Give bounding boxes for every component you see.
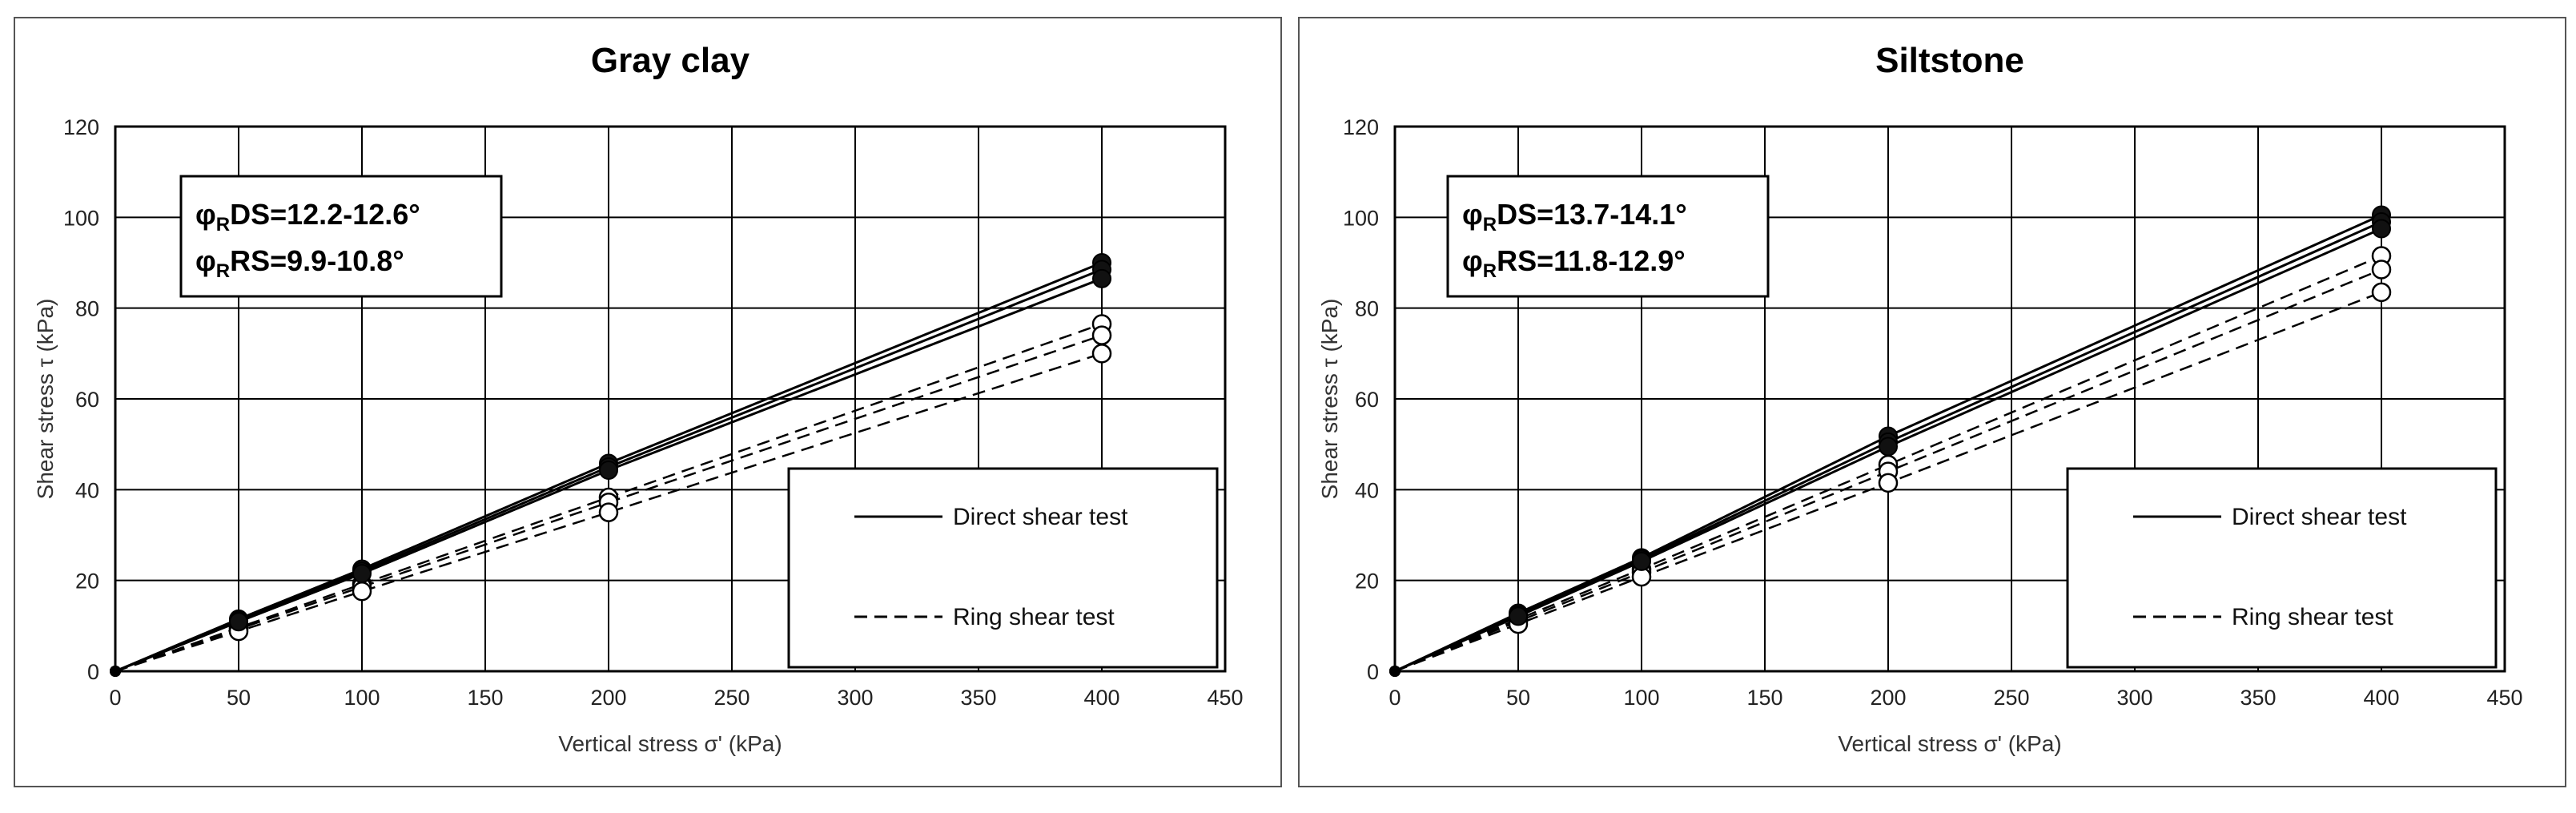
x-axis-label: Vertical stress σ' (kPa) (1838, 731, 2061, 756)
y-tick-label: 20 (75, 570, 99, 594)
x-tick-label: 400 (2363, 686, 2399, 710)
annotation-line1: φRDS=13.7-14.1° (1462, 198, 1687, 235)
x-tick-label: 50 (1506, 686, 1530, 710)
data-point (1509, 606, 1528, 626)
data-point (1091, 325, 1112, 345)
y-tick-label: 0 (1367, 660, 1379, 684)
x-tick-label: 250 (1993, 686, 2029, 710)
y-tick-label: 120 (63, 115, 99, 139)
phi-subscript: R (1483, 260, 1497, 282)
x-tick-label: 300 (837, 686, 873, 710)
x-tick-label: 450 (1207, 686, 1243, 710)
x-tick-label: 150 (467, 686, 503, 710)
chart-title: Gray clay (591, 41, 750, 80)
annotation-box (179, 175, 503, 298)
y-tick-label: 80 (1355, 297, 1379, 321)
x-tick-label: 100 (1623, 686, 1659, 710)
annotation-line2: φRRS=11.8-12.9° (1462, 244, 1686, 282)
data-point (598, 502, 619, 522)
annotation-box (1446, 175, 1770, 298)
data-point (1091, 344, 1112, 364)
y-tick-label: 100 (63, 206, 99, 230)
data-point (352, 564, 372, 584)
data-point (1879, 437, 1898, 457)
legend: Direct shear test Ring shear test (2066, 467, 2498, 669)
y-tick-label: 80 (75, 297, 99, 321)
x-tick-label: 400 (1083, 686, 1119, 710)
data-point (2371, 260, 2392, 280)
data-point (110, 666, 121, 677)
phi-symbol: φ (195, 244, 216, 277)
data-point (2372, 219, 2391, 239)
annotation-value: RS=11.8-12.9° (1497, 244, 1686, 277)
x-tick-label: 350 (2240, 686, 2276, 710)
x-tick-label: 0 (109, 686, 121, 710)
data-point (2371, 282, 2392, 303)
x-tick-label: 450 (2486, 686, 2522, 710)
y-tick-label: 60 (75, 388, 99, 412)
legend: Direct shear test Ring shear test (787, 467, 1219, 669)
y-tick-label: 40 (75, 478, 99, 502)
x-tick-label: 100 (344, 686, 380, 710)
y-tick-label: 0 (87, 660, 99, 684)
data-point (1878, 473, 1899, 493)
x-tick-label: 300 (2116, 686, 2152, 710)
annotation-line2: φRRS=9.9-10.8° (195, 244, 404, 282)
annotation-value: DS=12.2-12.6° (230, 198, 420, 231)
chart-panel-1: Gray clay 0 50 100 150 200 250 300 350 400 450 0 20 4… (14, 17, 1282, 787)
x-tick-label: 350 (960, 686, 996, 710)
data-point (1389, 666, 1401, 677)
phi-subscript: R (216, 214, 230, 235)
chart-title: Siltstone (1875, 41, 2024, 80)
x-tick-label: 150 (1746, 686, 1782, 710)
y-tick-label: 100 (1343, 206, 1379, 230)
data-point (352, 582, 372, 602)
phi-subscript: R (216, 260, 230, 282)
phi-symbol: φ (1462, 198, 1483, 231)
phi-symbol: φ (195, 198, 216, 231)
y-tick-label: 60 (1355, 388, 1379, 412)
y-axis-label: Shear stress τ (kPa) (1317, 299, 1342, 500)
legend-label: Ring shear test (2232, 604, 2393, 630)
y-tick-label: 40 (1355, 478, 1379, 502)
legend-label: Ring shear test (953, 604, 1115, 630)
x-tick-label: 200 (1870, 686, 1906, 710)
plot-area (1393, 125, 2506, 673)
annotation-value: DS=13.7-14.1° (1497, 198, 1687, 231)
legend-box (2066, 467, 2498, 669)
x-axis-label: Vertical stress σ' (kPa) (558, 731, 782, 756)
x-tick-label: 250 (713, 686, 749, 710)
x-tick-label: 50 (227, 686, 251, 710)
phi-symbol: φ (1462, 244, 1483, 277)
annotation-line1: φRDS=12.2-12.6° (195, 198, 420, 235)
legend-label: Direct shear test (953, 504, 1128, 530)
data-point (1092, 268, 1111, 288)
annotation-value: RS=9.9-10.8° (230, 244, 404, 277)
x-tick-label: 200 (590, 686, 626, 710)
plot-area (114, 125, 1227, 673)
x-tick-label: 0 (1388, 686, 1401, 710)
legend-label: Direct shear test (2232, 504, 2407, 530)
y-tick-label: 120 (1343, 115, 1379, 139)
chart-panel-2: Siltstone 0 50 100 150 200 250 300 350 400 450 0 20 4… (1298, 17, 2566, 787)
data-point (1632, 551, 1651, 571)
series-line-6 (115, 352, 1103, 673)
y-axis-label: Shear stress τ (kPa) (33, 299, 58, 500)
data-point (599, 460, 618, 480)
legend-box (787, 467, 1219, 669)
y-tick-label: 20 (1355, 570, 1379, 594)
phi-subscript: R (1483, 214, 1497, 235)
data-point (229, 612, 248, 632)
